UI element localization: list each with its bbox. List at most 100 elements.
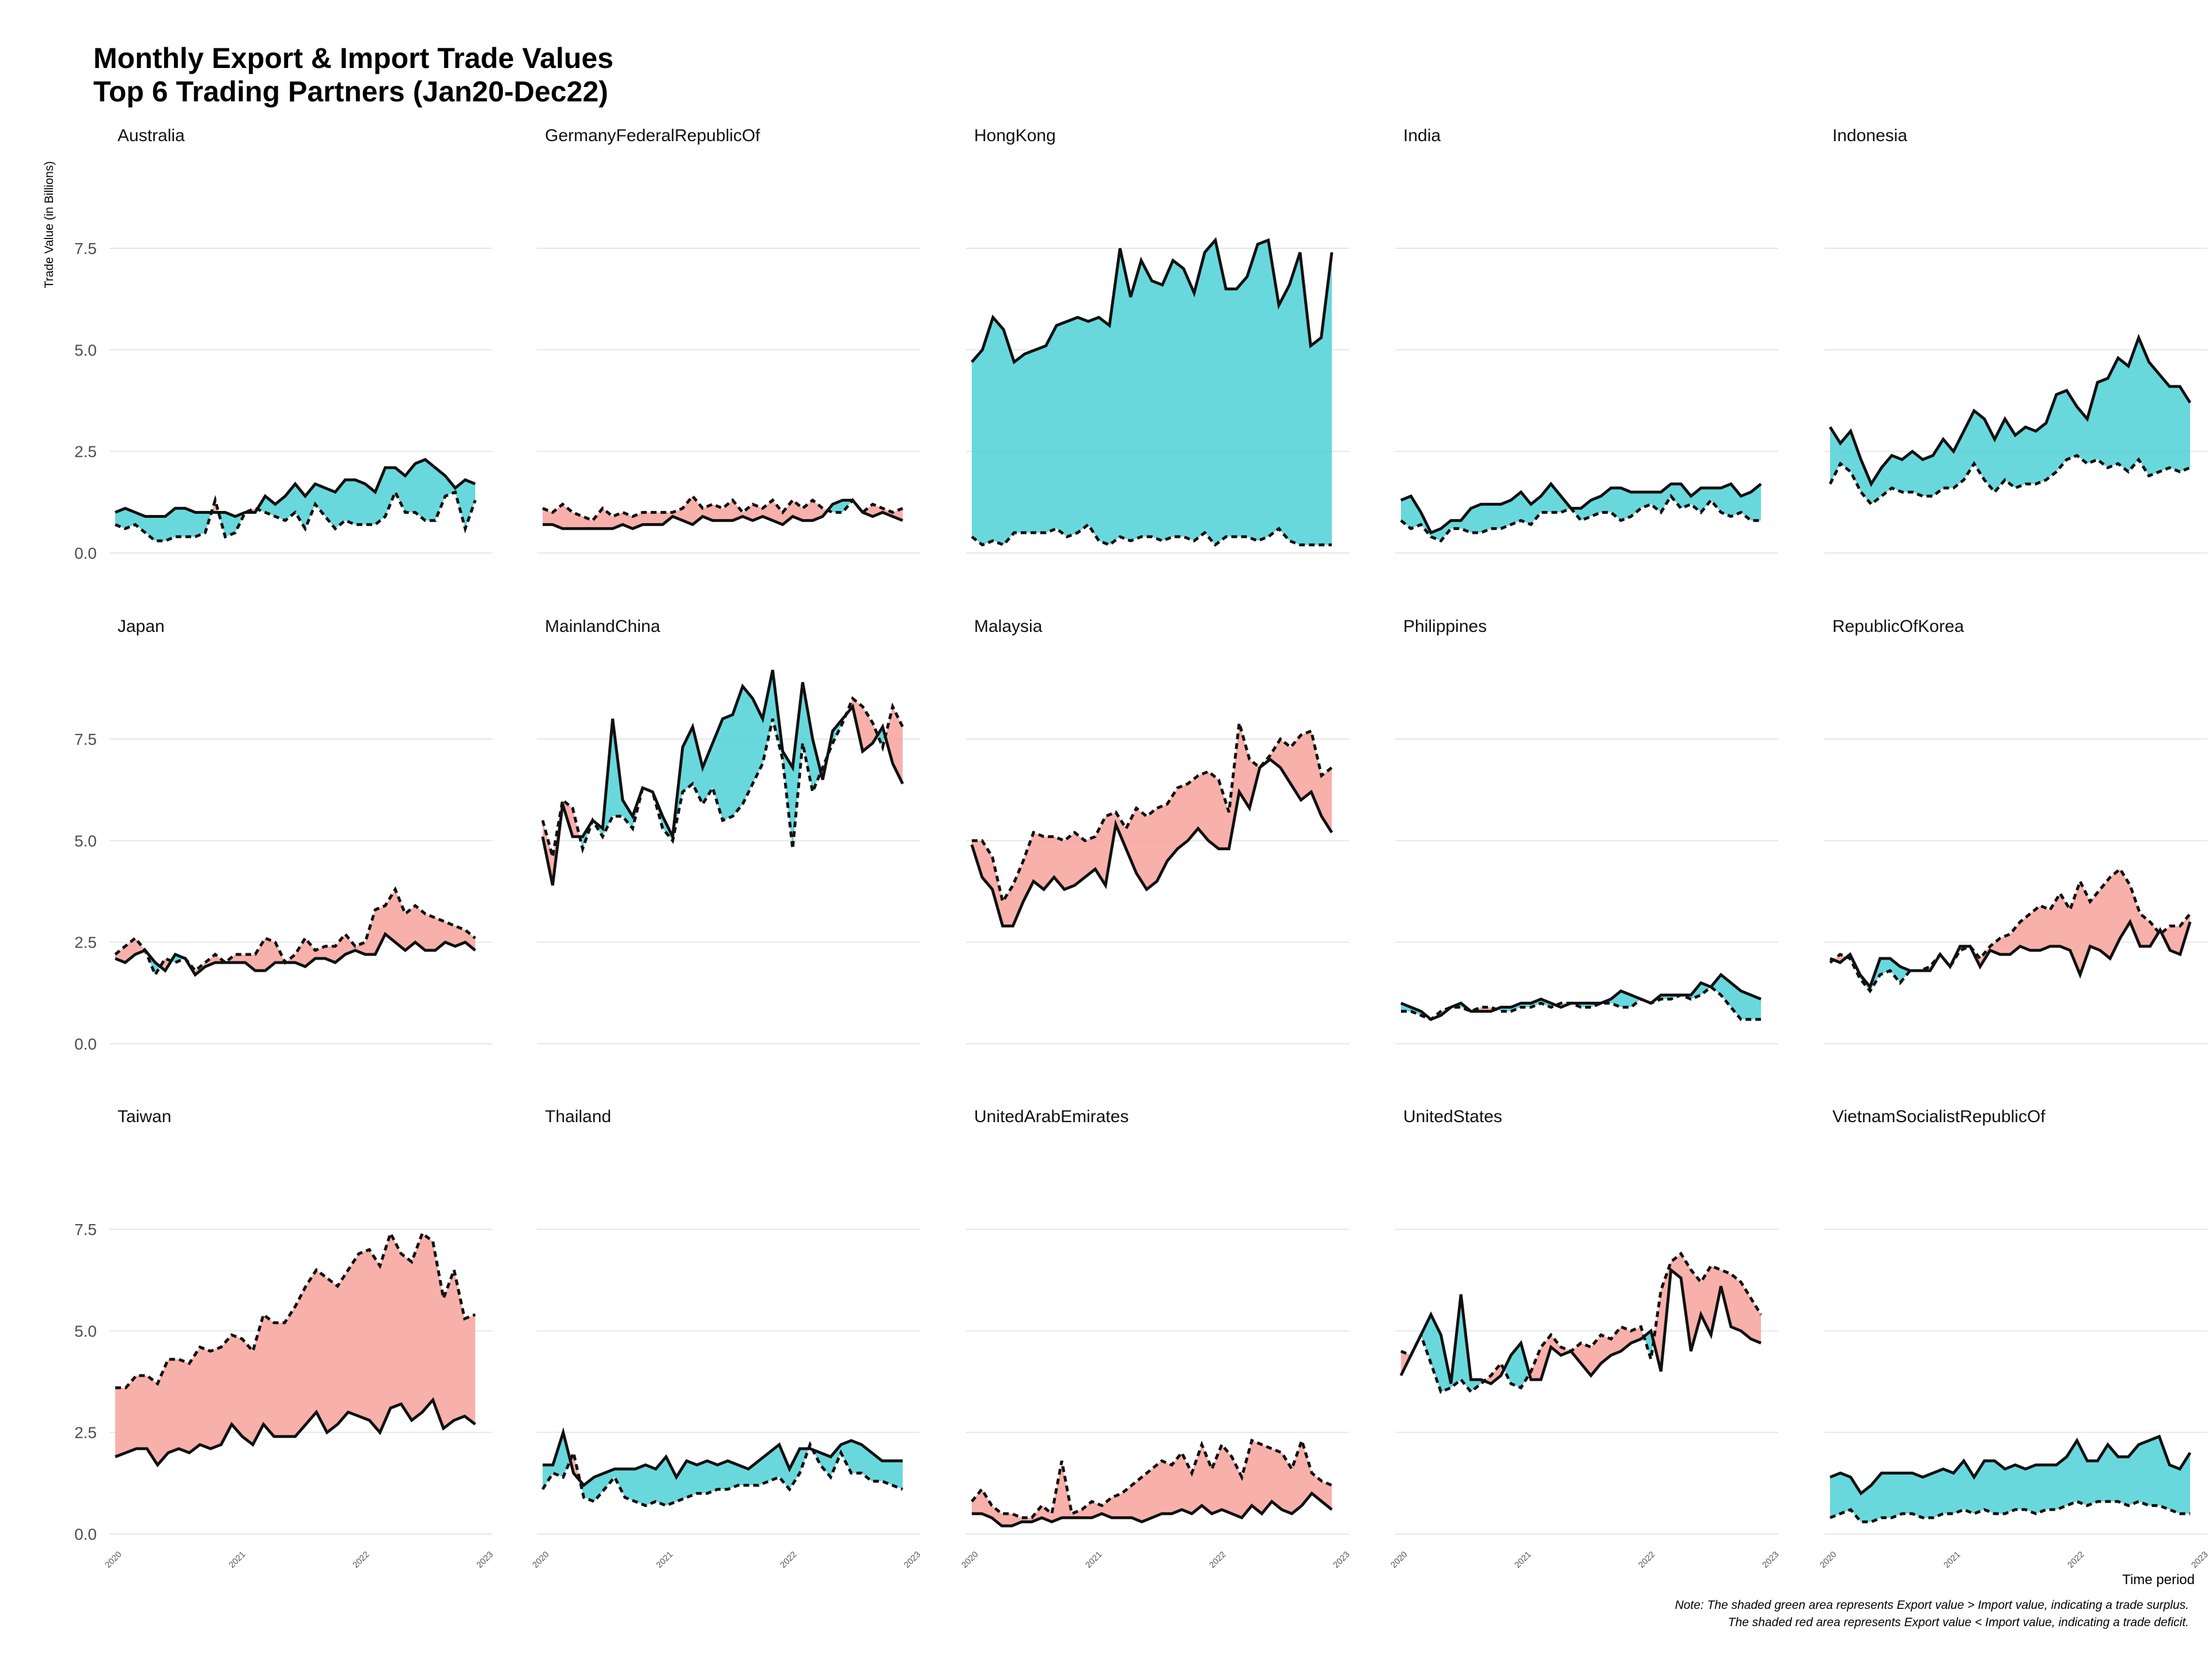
y-tick-label: 2.5 (74, 1424, 97, 1442)
import-line (541, 696, 904, 858)
facet-label: Japan (118, 617, 165, 636)
chart-title-line-2: Top 6 Trading Partners (Jan20-Dec22) (93, 75, 608, 108)
import-line (1400, 493, 1761, 543)
x-tick-label: 2022 (1637, 1550, 1657, 1570)
x-tick-label: 2020 (960, 1550, 980, 1570)
x-tick-label: 2023 (1760, 1550, 1781, 1570)
y-tick-label: 0.0 (74, 1035, 97, 1053)
facet-panel-unitedstates: UnitedStates 2020 2021 2022 2023 (1389, 1107, 1781, 1570)
x-tick-label: 2020 (531, 1550, 551, 1570)
deficit-area (543, 496, 828, 529)
deficit-area (972, 722, 1332, 926)
x-tick-label: 2023 (475, 1550, 495, 1570)
facet-label: India (1403, 126, 1441, 145)
chart-note: Note: The shaded green area represents E… (1675, 1597, 2189, 1631)
export-line (543, 1427, 903, 1487)
export-line (971, 237, 1334, 365)
chart-note-line-2: The shaded red area represents Export va… (1728, 1616, 2189, 1629)
facet-panel-thailand: Thailand 2020 2021 2022 2023 (531, 1107, 923, 1570)
facet-label: Taiwan (118, 1107, 171, 1126)
deficit-area (570, 1452, 580, 1481)
surplus-area (812, 1440, 903, 1490)
surplus-area (579, 1444, 809, 1506)
facet-panel-india: India (1395, 126, 1778, 554)
facet-panel-hongkong: HongKong (966, 126, 1349, 554)
import-line (971, 522, 1332, 547)
deficit-area (885, 706, 903, 784)
export-line (972, 1491, 1333, 1528)
import-line (1400, 1251, 1763, 1394)
facet-panel-australia: Australia 0.0 2.5 5.0 7.5 (74, 126, 493, 562)
import-line (1829, 866, 2191, 994)
surplus-area (115, 508, 212, 541)
y-tick-label: 2.5 (74, 934, 97, 952)
surplus-area (257, 459, 475, 529)
x-tick-label: 2022 (351, 1550, 372, 1570)
y-tick-label: 7.5 (74, 1221, 97, 1238)
export-line (115, 931, 476, 977)
deficit-area (115, 938, 146, 963)
x-tick-label: 2021 (1942, 1550, 1963, 1570)
surplus-area (1401, 484, 1761, 541)
export-line (1830, 1434, 2192, 1496)
import-line (541, 1441, 903, 1508)
facet-label: HongKong (974, 126, 1056, 145)
facet-panel-germanyfederalrepublicof: GermanyFederalRepublicOf (537, 126, 920, 554)
deficit-area (1529, 1327, 1644, 1380)
export-line (970, 757, 1334, 927)
surplus-area (1830, 338, 2190, 505)
facet-label: Thailand (545, 1107, 611, 1126)
x-axis-title: Time period (2122, 1572, 2195, 1588)
x-tick-label: 2020 (1818, 1550, 1839, 1570)
chart-title-line-1: Monthly Export & Import Trade Values (93, 42, 613, 74)
export-line (541, 669, 904, 886)
deficit-area (1484, 1363, 1504, 1384)
facet-panel-malaysia: Malaysia (966, 617, 1349, 1044)
y-tick-label: 5.0 (74, 1322, 97, 1340)
deficit-area (115, 1233, 475, 1465)
facet-label: Philippines (1403, 617, 1487, 636)
deficit-area (543, 800, 580, 885)
export-line (1400, 482, 1762, 535)
deficit-area (972, 1440, 1332, 1526)
import-line (971, 1435, 1332, 1520)
x-tick-label: 2022 (2066, 1550, 2086, 1570)
deficit-area (1653, 1253, 1761, 1372)
y-tick-label: 7.5 (74, 240, 97, 257)
surplus-area (972, 240, 1332, 545)
export-line (115, 457, 476, 518)
chart-title: Monthly Export & Import Trade Values Top… (93, 41, 613, 108)
surplus-area (1571, 975, 1761, 1020)
surplus-area (218, 512, 245, 537)
facet-label: Malaysia (974, 617, 1043, 636)
facet-label: UnitedStates (1403, 1107, 1502, 1126)
import-line (542, 494, 903, 522)
facet-panel-taiwan: Taiwan 0.0 2.5 5.0 7.5 2020 2021 2022 2023 (74, 1107, 495, 1570)
y-tick-label: 5.0 (74, 341, 97, 359)
y-tick-label: 7.5 (74, 730, 97, 748)
import-line (115, 488, 477, 543)
y-tick-label: 0.0 (74, 544, 97, 562)
facet-panel-vietnamsocialistrepublicof: VietnamSocialistRepublicOf 2020 2021 2022 20… (1818, 1107, 2210, 1570)
facet-panel-philippines: Philippines (1395, 617, 1778, 1044)
x-tick-label: 2021 (1084, 1550, 1104, 1570)
facet-panel-japan: Japan 0.0 2.5 5.0 7.5 (74, 617, 493, 1053)
x-tick-label: 2021 (227, 1550, 248, 1570)
facet-label: Indonesia (1832, 126, 1907, 145)
y-tick-label: 5.0 (74, 832, 97, 850)
facet-panel-indonesia: Indonesia (1824, 126, 2207, 554)
x-tick-label: 2022 (778, 1550, 799, 1570)
x-tick-label: 2023 (2190, 1550, 2210, 1570)
x-tick-label: 2023 (902, 1550, 923, 1570)
facet-label: VietnamSocialistRepublicOf (1832, 1107, 2046, 1126)
export-line (1830, 918, 2192, 990)
facet-panel-unitedarabemirates: UnitedArabEmirates 2020 2021 2022 2023 (960, 1107, 1352, 1570)
export-line (1399, 1267, 1762, 1385)
deficit-area (1910, 954, 1950, 971)
facet-label: Australia (118, 126, 185, 145)
facet-label: UnitedArabEmirates (974, 1107, 1128, 1126)
import-line (972, 722, 1333, 906)
import-line (114, 886, 476, 978)
